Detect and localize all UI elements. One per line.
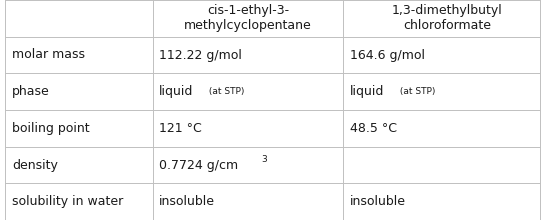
Text: 1,3-dimethylbutyl
chloroformate: 1,3-dimethylbutyl chloroformate bbox=[391, 4, 502, 32]
Text: molar mass: molar mass bbox=[12, 48, 85, 62]
Text: 3: 3 bbox=[261, 156, 267, 164]
Text: 164.6 g/mol: 164.6 g/mol bbox=[350, 48, 425, 62]
Text: liquid: liquid bbox=[350, 85, 384, 98]
Text: (at STP): (at STP) bbox=[397, 87, 435, 96]
Text: 112.22 g/mol: 112.22 g/mol bbox=[159, 48, 242, 62]
Text: 48.5 °C: 48.5 °C bbox=[350, 122, 397, 135]
Text: cis-1-ethyl-3-
methylcyclopentane: cis-1-ethyl-3- methylcyclopentane bbox=[184, 4, 312, 32]
Text: phase: phase bbox=[12, 85, 50, 98]
Text: insoluble: insoluble bbox=[350, 195, 406, 208]
Text: (at STP): (at STP) bbox=[206, 87, 245, 96]
Text: insoluble: insoluble bbox=[159, 195, 215, 208]
Text: liquid: liquid bbox=[159, 85, 193, 98]
Text: 0.7724 g/cm: 0.7724 g/cm bbox=[159, 158, 238, 172]
Text: 121 °C: 121 °C bbox=[159, 122, 202, 135]
Text: density: density bbox=[12, 158, 58, 172]
Text: solubility in water: solubility in water bbox=[12, 195, 123, 208]
Text: boiling point: boiling point bbox=[12, 122, 89, 135]
